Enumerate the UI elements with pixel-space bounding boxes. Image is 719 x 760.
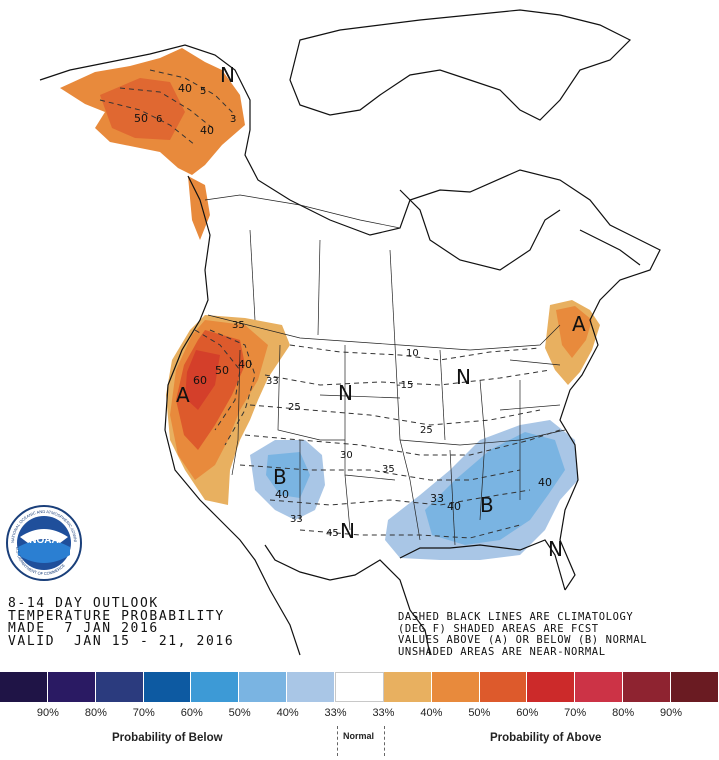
scale-swatch — [527, 672, 576, 702]
scale-percent-label: 33% — [324, 707, 347, 719]
outlook-line-3: MADE 7 JAN 2016 — [8, 621, 159, 636]
scale-swatch — [383, 672, 432, 702]
label-b-southeast: B — [480, 493, 494, 517]
outlook-title-block: 8-14 DAY OUTLOOK TEMPERATURE PROBABILITY M… — [8, 596, 235, 649]
scale-percent-label: 90% — [660, 707, 683, 719]
scale-percent-label: 80% — [84, 707, 107, 719]
noaa-logo-text: NOAA — [29, 535, 58, 546]
label-a-west: A — [176, 383, 190, 407]
scale-percent-label: 90% — [36, 707, 59, 719]
label-b-southwest: B — [273, 465, 287, 489]
contour-w-40: 40 — [238, 358, 252, 371]
contour-sw-40: 40 — [275, 488, 289, 501]
scale-swatch — [671, 672, 719, 702]
contour-ak-5: 5 — [200, 86, 206, 97]
climatology-lines — [99, 69, 561, 539]
southeast-below-inner — [425, 432, 565, 545]
label-n-great-lakes: N — [456, 365, 471, 389]
clim-label-15: -15 — [397, 380, 413, 391]
label-a-northeast: A — [572, 312, 586, 336]
contour-ak-40b: 40 — [200, 124, 214, 137]
scale-swatch — [623, 672, 672, 702]
legend-note-line-3: VALUES ABOVE (A) OR BELOW (B) NORMAL — [398, 634, 648, 646]
scale-swatch — [575, 672, 624, 702]
contour-se-40a: 40 — [447, 500, 461, 513]
scale-swatch — [239, 672, 288, 702]
southwest-below-inner — [266, 452, 310, 498]
label-n-texas: N — [340, 519, 355, 543]
scale-percent-label: 40% — [420, 707, 443, 719]
legend-note: DASHED BLACK LINES ARE CLIMATOLOGY (DEG F… — [398, 611, 648, 658]
contour-w-60: 60 — [193, 374, 207, 387]
contour-ak-40a: 40 — [178, 82, 192, 95]
clim-label-10: 10 — [406, 348, 419, 359]
outlook-line-2: TEMPERATURE PROBABILITY — [8, 608, 225, 624]
contour-w-35: 35 — [232, 320, 245, 331]
contour-ak-50: 50 — [134, 112, 148, 125]
scale-swatch — [287, 672, 336, 702]
scale-swatch — [431, 672, 480, 702]
scale-percent-label: 80% — [612, 707, 635, 719]
coastlines — [39, 9, 661, 656]
scale-percent-label: 70% — [564, 707, 587, 719]
outlook-map: A A B B N N N N N 40 40 50 5 3 6 35 40 5… — [39, 9, 661, 656]
bc-coast-above-region — [188, 176, 210, 240]
scale-swatch — [0, 672, 48, 702]
alaska-above-inner — [100, 78, 185, 140]
scale-swatch — [191, 672, 240, 702]
contour-w-50: 50 — [215, 364, 229, 377]
scale-percent-label: 60% — [180, 707, 203, 719]
scale-percent-label: 33% — [372, 707, 395, 719]
scale-swatch — [335, 672, 384, 702]
legend-note-line-1: DASHED BLACK LINES ARE CLIMATOLOGY — [398, 611, 634, 623]
clim-label-25b: 25 — [420, 425, 433, 436]
clim-label-45: 45 — [326, 528, 339, 539]
probability-below-label: Probability of Below — [112, 732, 223, 744]
scale-percent-label: 50% — [468, 707, 491, 719]
probability-above-label: Probability of Above — [490, 732, 602, 744]
scale-percent-label: 40% — [276, 707, 299, 719]
normal-label: Normal — [343, 731, 375, 741]
clim-label-25a: 25 — [288, 402, 301, 413]
noaa-logo: NOAA NATIONAL OCEANIC AND ATMOSPHERIC AD… — [4, 503, 82, 581]
contour-se-33: 33 — [430, 492, 444, 505]
west-coast-above-core — [185, 350, 220, 410]
probability-color-scale — [0, 672, 719, 702]
outlook-line-1: 8-14 DAY OUTLOOK — [8, 596, 159, 611]
clim-label-35: 35 — [382, 464, 395, 475]
label-n-florida: N — [548, 537, 563, 561]
clim-label-33: 33 — [266, 376, 279, 387]
contour-ak-3: 3 — [230, 114, 236, 125]
clim-label-30: 30 — [340, 450, 353, 461]
scale-percent-label: 50% — [228, 707, 251, 719]
northeast-above-inner — [556, 306, 592, 358]
contour-sw-33: 33 — [290, 514, 303, 525]
label-n-alaska: N — [220, 63, 235, 87]
legend-note-line-4: UNSHADED AREAS ARE NEAR-NORMAL — [398, 645, 606, 658]
outlook-line-4: VALID JAN 15 - 21, 2016 — [8, 633, 235, 649]
scale-swatch — [95, 672, 144, 702]
scale-swatch — [47, 672, 96, 702]
contour-se-40b: 40 — [538, 476, 552, 489]
scale-swatch — [479, 672, 528, 702]
normal-divider-right — [384, 726, 385, 756]
scale-percent-label: 70% — [132, 707, 155, 719]
contour-ak-6: 6 — [156, 114, 162, 125]
state-province-borders — [204, 194, 566, 546]
normal-divider-left — [337, 726, 338, 756]
legend-note-line-2: (DEG F) SHADED AREAS ARE FCST — [398, 622, 599, 635]
label-n-plains: N — [338, 381, 353, 405]
scale-swatch — [143, 672, 192, 702]
scale-percent-label: 60% — [516, 707, 539, 719]
